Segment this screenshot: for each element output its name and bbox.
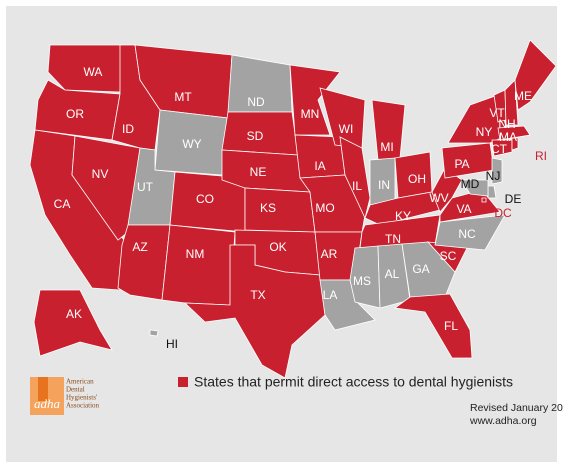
state-label: MD bbox=[461, 177, 480, 191]
state-label: HI bbox=[166, 337, 178, 351]
state-label: ME bbox=[514, 89, 532, 103]
logo-block bbox=[38, 377, 48, 401]
state-label: CT bbox=[491, 142, 508, 156]
state-shape bbox=[431, 167, 463, 213]
state-label: AK bbox=[66, 307, 82, 321]
state-shape bbox=[497, 125, 531, 141]
state-label: VT bbox=[489, 106, 505, 120]
logo-line: Association bbox=[66, 402, 100, 410]
state-label: AZ bbox=[132, 240, 147, 254]
state-label: WI bbox=[339, 122, 354, 136]
website: www.adha.org bbox=[469, 415, 537, 427]
states bbox=[29, 39, 557, 379]
state-shape bbox=[461, 179, 489, 197]
state-label: UT bbox=[137, 180, 154, 194]
revised-date: Revised January 2016 bbox=[470, 402, 563, 414]
state-label: LA bbox=[323, 288, 338, 302]
state-shape bbox=[491, 139, 513, 157]
state-label: CO bbox=[196, 192, 214, 206]
logo-mark: adha bbox=[34, 396, 61, 411]
state-label: CA bbox=[54, 197, 71, 211]
state-label: NE bbox=[250, 165, 267, 179]
state-shape bbox=[117, 224, 171, 301]
logo: adha American Dental Hygienists' Associa… bbox=[30, 377, 100, 415]
state-label: MS bbox=[353, 274, 371, 288]
state-shape bbox=[514, 39, 557, 111]
state-label: OR bbox=[66, 107, 84, 121]
state-label: ID bbox=[122, 122, 134, 136]
state-label: OK bbox=[269, 240, 286, 254]
state-shape bbox=[161, 224, 236, 306]
state-shape bbox=[183, 244, 326, 379]
state-shape bbox=[289, 64, 341, 136]
state-label: WY bbox=[182, 137, 201, 151]
state-label: AL bbox=[385, 267, 400, 281]
state-shape bbox=[244, 187, 316, 233]
state-shape bbox=[393, 293, 473, 359]
state-label: GA bbox=[412, 262, 429, 276]
state-label: KS bbox=[260, 201, 276, 215]
state-label: IN bbox=[378, 178, 390, 192]
state-shape bbox=[504, 79, 519, 126]
state-shape bbox=[71, 135, 141, 241]
state-label: AR bbox=[321, 247, 338, 261]
logo-line: Dental bbox=[66, 386, 85, 394]
state-labels: WA OR CA NV ID MT WY UT CO AZ NM ND SD NE KS OK TX MN IA MO… bbox=[54, 65, 547, 351]
logo-line: American bbox=[66, 378, 94, 386]
logo-line: Hygienists' bbox=[66, 394, 97, 402]
state-label: MI bbox=[380, 140, 393, 154]
state-label: OH bbox=[408, 172, 426, 186]
state-shape bbox=[33, 289, 113, 357]
state-label: PA bbox=[454, 157, 469, 171]
state-label: SC bbox=[440, 249, 457, 263]
state-label: FL bbox=[444, 319, 458, 333]
legend-label: States that permit direct access to dent… bbox=[194, 374, 513, 390]
state-label: SD bbox=[247, 129, 264, 143]
state-shape bbox=[339, 136, 371, 220]
legend-swatch bbox=[178, 377, 188, 387]
state-label: MA bbox=[499, 130, 517, 144]
state-label: VA bbox=[456, 202, 471, 216]
state-shape bbox=[511, 137, 519, 151]
state-label: ND bbox=[247, 95, 265, 109]
state-label: NY bbox=[476, 125, 493, 139]
state-label: NH bbox=[498, 117, 515, 131]
state-shape bbox=[359, 214, 441, 249]
state-label: RI bbox=[535, 149, 547, 163]
state-label: MT bbox=[174, 90, 192, 104]
state-label: WV bbox=[429, 191, 448, 205]
state-shape bbox=[491, 157, 503, 185]
state-shape bbox=[47, 44, 126, 93]
state-shape bbox=[481, 197, 487, 203]
state-shape bbox=[149, 329, 159, 337]
state-shape bbox=[349, 245, 381, 309]
state-label: DC bbox=[494, 206, 512, 220]
state-shape bbox=[401, 241, 456, 298]
state-label: MO bbox=[315, 201, 334, 215]
state-shape bbox=[434, 214, 506, 251]
state-label: KY bbox=[395, 209, 411, 223]
state-label: DE bbox=[505, 192, 522, 206]
state-label: IL bbox=[352, 179, 362, 193]
state-label: NC bbox=[458, 227, 476, 241]
state-label: IA bbox=[314, 159, 325, 173]
state-label: WA bbox=[84, 65, 103, 79]
state-label: MN bbox=[301, 107, 320, 121]
state-label: TX bbox=[250, 288, 265, 302]
state-label: NV bbox=[92, 167, 109, 181]
state-label: NM bbox=[186, 247, 205, 261]
state-label: NJ bbox=[486, 169, 501, 183]
state-label: TN bbox=[385, 232, 401, 246]
